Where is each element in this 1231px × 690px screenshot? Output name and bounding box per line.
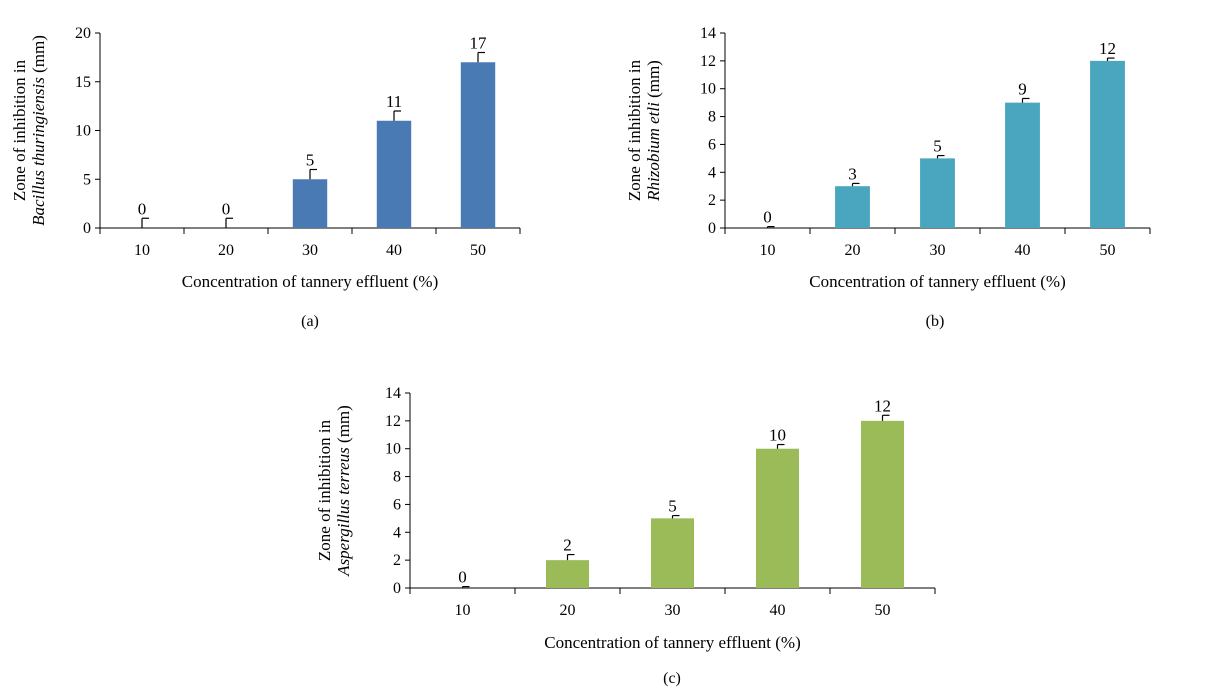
y-tick-label: 10 [75, 123, 91, 140]
x-axis-title: Concentration of tannery effluent (%) [809, 272, 1065, 291]
panel-label: (a) [301, 313, 319, 330]
bar-40 [755, 448, 800, 588]
y-tick-label: 14 [700, 25, 716, 42]
x-tick-label: 20 [560, 602, 576, 619]
x-axis-title: Concentration of tannery effluent (%) [182, 272, 438, 291]
data-label: 5 [306, 151, 315, 170]
x-tick-label: 10 [760, 242, 776, 259]
y-axis-title-line2: Aspergillus terreus (mm) [334, 405, 353, 577]
bar-40 [1005, 102, 1040, 228]
y-tick-label: 10 [700, 81, 716, 98]
data-label: 12 [874, 396, 891, 415]
x-tick-label: 20 [845, 242, 861, 259]
y-tick-label: 15 [75, 74, 91, 91]
data-label: 0 [138, 199, 147, 218]
y-tick-label: 8 [393, 469, 401, 486]
y-tick-label: 0 [393, 580, 401, 597]
x-tick-label: 40 [1015, 242, 1031, 259]
y-tick-label: 6 [393, 496, 401, 513]
x-tick-label: 20 [218, 242, 234, 259]
panel-a: 0 5 10 15 20 0 10 0 20 5 30 11 40 17 50 Concentration o… [10, 25, 521, 330]
data-label: 12 [1099, 39, 1116, 58]
x-tick-label: 50 [1100, 242, 1116, 259]
y-tick-label: 12 [700, 53, 716, 70]
y-tick-label: 2 [393, 552, 401, 569]
bar-50 [460, 62, 496, 228]
data-label: 10 [769, 426, 786, 445]
bar-50 [860, 420, 905, 588]
x-tick-label: 30 [665, 602, 681, 619]
y-tick-label: 8 [708, 109, 716, 126]
bar-20 [835, 186, 870, 228]
data-label: 0 [222, 199, 231, 218]
x-tick-label: 10 [134, 242, 150, 259]
y-tick-label: 20 [75, 25, 91, 42]
data-label: 5 [933, 137, 942, 156]
y-tick-label: 5 [83, 171, 91, 188]
x-tick-label: 40 [386, 242, 402, 259]
y-tick-label: 12 [385, 413, 401, 430]
bar-30 [920, 158, 955, 228]
bar-50 [1090, 60, 1125, 228]
bar-30 [650, 518, 695, 588]
data-label: 11 [386, 92, 402, 111]
y-tick-label: 2 [708, 192, 716, 209]
data-label: 17 [470, 34, 488, 53]
data-label: 3 [848, 164, 857, 183]
y-tick-label: 6 [708, 136, 716, 153]
y-axis-title-line1: Zone of inhibition in [625, 59, 644, 201]
y-axis-title-line1: Zone of inhibition in [10, 59, 29, 201]
y-axis-title-line2: Bacillus thuringiensis (mm) [29, 35, 48, 226]
y-axis-title-line1: Zone of inhibition in [315, 419, 334, 561]
x-tick-label: 30 [930, 242, 946, 259]
x-tick-label: 50 [875, 602, 891, 619]
y-tick-label: 4 [708, 164, 716, 181]
y-tick-label: 0 [708, 220, 716, 237]
panel-label: (b) [926, 313, 945, 330]
data-label: 9 [1018, 79, 1027, 98]
y-tick-label: 14 [385, 385, 401, 402]
panel-b: 0 2 4 6 8 10 12 14 0 10 3 20 5 30 9 40 12 50 Concentration… [625, 25, 1151, 330]
y-tick-label: 10 [385, 441, 401, 458]
bar-40 [376, 120, 412, 228]
data-label: 2 [563, 536, 572, 555]
panel-c: 0 2 4 6 8 10 12 14 0 10 2 20 5 30 10 40 12 50 Concentratio… [315, 385, 936, 687]
panel-label: (c) [663, 670, 681, 687]
data-label: 0 [458, 568, 467, 587]
data-label: 5 [668, 497, 677, 516]
bar-20 [545, 560, 590, 588]
x-tick-label: 40 [770, 602, 786, 619]
y-tick-label: 4 [393, 524, 401, 541]
x-axis-title: Concentration of tannery effluent (%) [544, 633, 800, 652]
x-tick-label: 50 [470, 242, 486, 259]
x-tick-label: 30 [302, 242, 318, 259]
bar-30 [292, 179, 328, 228]
data-label: 0 [763, 208, 772, 227]
x-tick-label: 10 [455, 602, 471, 619]
y-axis-title-line2: Rhizobium etli (mm) [644, 60, 663, 202]
y-tick-label: 0 [83, 220, 91, 237]
